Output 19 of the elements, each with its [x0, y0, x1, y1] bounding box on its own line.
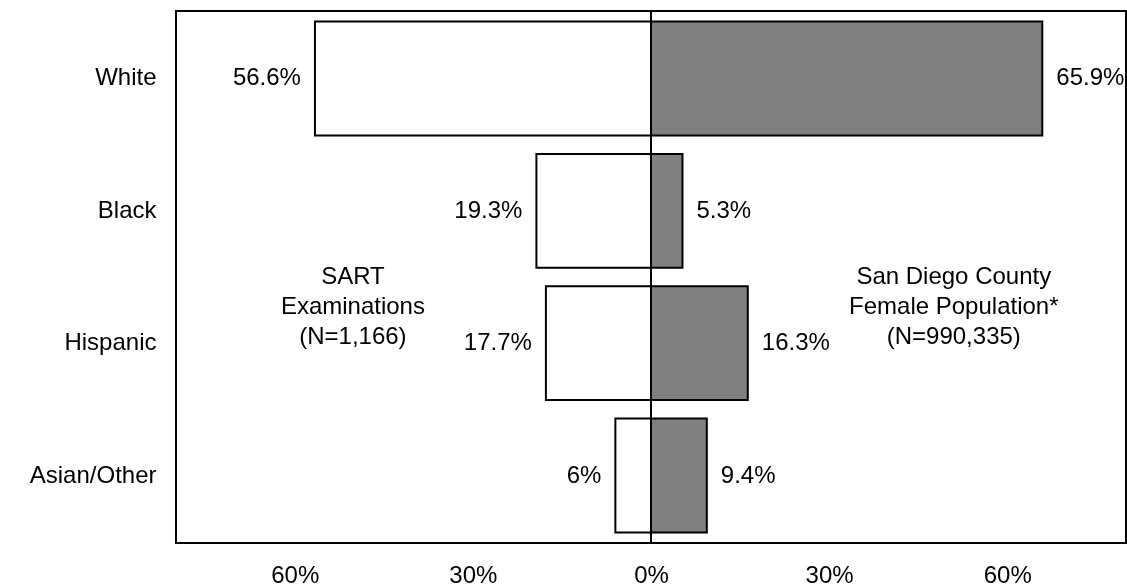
data-label: 17.7%	[463, 328, 532, 356]
x-tick-label: 30%	[805, 560, 854, 586]
data-label: 56.6%	[232, 63, 301, 91]
data-label: 65.9%	[1056, 63, 1125, 91]
y-tick-label: Hispanic	[64, 328, 157, 356]
x-tick-label: 0%	[634, 560, 669, 586]
x-tick-label: 60%	[983, 560, 1032, 586]
text: SART Examinations (N=1,166)	[280, 262, 425, 350]
data-label: 9.4%	[720, 460, 776, 488]
y-tick-label: White	[95, 63, 157, 91]
y-tick-label: Asian/Other	[29, 460, 157, 488]
x-tick-label: 30%	[449, 560, 498, 586]
data-label: 6%	[566, 460, 602, 488]
data-label: 16.3%	[761, 328, 830, 356]
data-label: 5.3%	[696, 195, 752, 223]
text: San Diego County Female Population* (N=990,335)	[849, 262, 1059, 350]
x-tick-label: 60%	[271, 560, 320, 586]
data-label: 19.3%	[454, 195, 523, 223]
y-tick-label: Black	[97, 195, 158, 223]
